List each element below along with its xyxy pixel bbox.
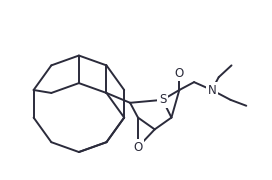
- Text: N: N: [208, 84, 216, 96]
- Text: O: O: [133, 141, 143, 154]
- Text: S: S: [159, 93, 166, 106]
- Text: O: O: [175, 67, 184, 80]
